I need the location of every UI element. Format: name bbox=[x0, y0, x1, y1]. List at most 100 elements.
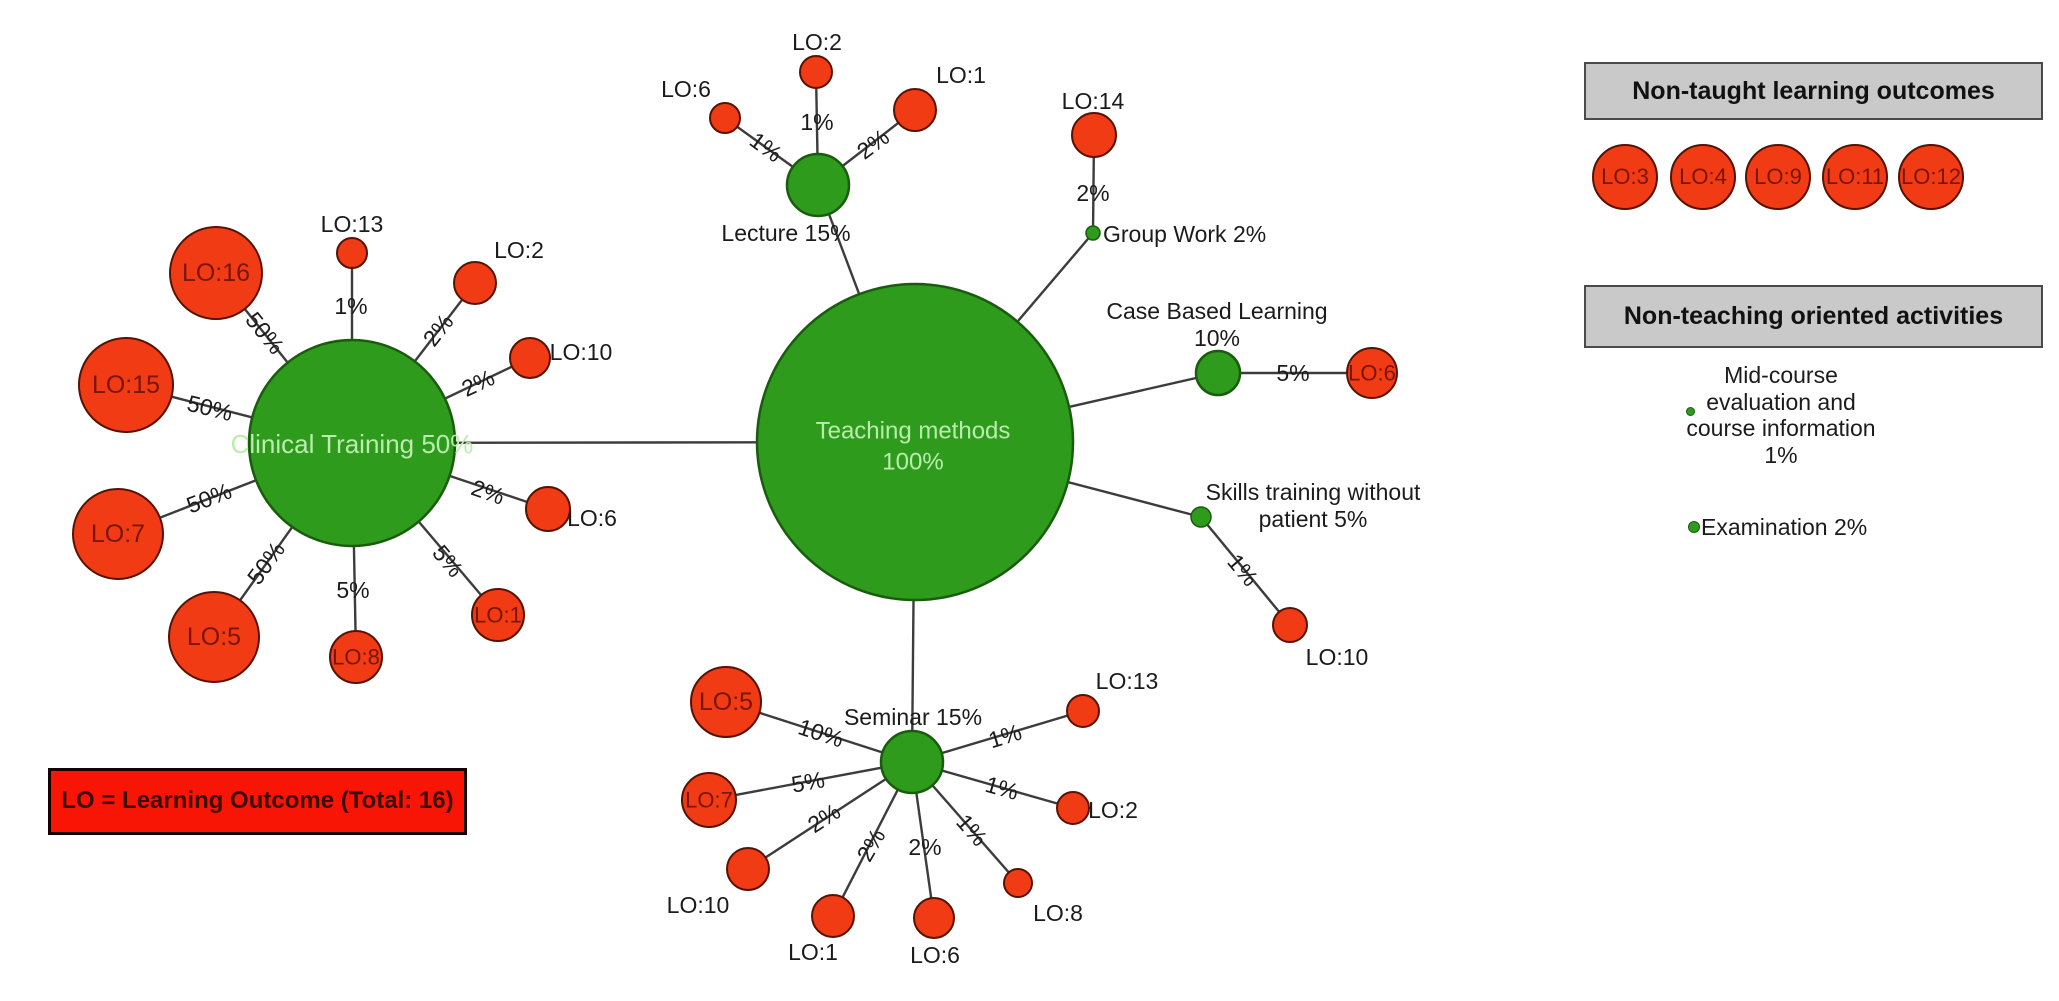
edge-percent-label-23: 1% bbox=[985, 719, 1024, 754]
edge-percent-label-16: 10% bbox=[795, 714, 847, 753]
non-taught-lo3-circle: LO:3 bbox=[1592, 144, 1658, 210]
edge-percent-label-13: 2% bbox=[1076, 180, 1109, 206]
method-label-case-based-learning-line1: 10% bbox=[1194, 325, 1240, 351]
edge-percent-label-14: 5% bbox=[1276, 360, 1309, 386]
lo-label-seminar-lo1: LO:1 bbox=[788, 939, 838, 965]
lo-label-clinical-lo7: LO:7 bbox=[91, 520, 145, 548]
non-teaching-activities-header: Non-teaching oriented activities bbox=[1584, 285, 2043, 348]
method-node-group-work bbox=[1085, 225, 1101, 241]
examination-label: Examination 2% bbox=[1701, 514, 1868, 540]
lo-label-lecture-lo6: LO:6 bbox=[661, 76, 711, 102]
lo-node-clinical-lo8 bbox=[329, 630, 383, 684]
method-label-group-work: Group Work 2% bbox=[1103, 221, 1266, 247]
edge-line-17 bbox=[708, 760, 913, 802]
method-label-skills-training-line0: Skills training without bbox=[1206, 479, 1421, 505]
lo-node-lecture-lo6 bbox=[709, 102, 741, 134]
method-label-clinical: Clinical Training 50% bbox=[231, 429, 474, 459]
lo-node-clinical-lo2 bbox=[453, 261, 497, 305]
lo-node-seminar-lo7 bbox=[681, 772, 737, 828]
edge-percent-label-10: 1% bbox=[745, 127, 787, 168]
lo-node-skills-lo10 bbox=[1272, 607, 1308, 643]
lo-node-seminar-lo8 bbox=[1003, 868, 1033, 898]
method-node-clinical bbox=[247, 338, 457, 548]
lo-label-clinical-lo5: LO:5 bbox=[187, 623, 241, 651]
lo-node-clinical-lo16 bbox=[169, 226, 263, 320]
lo-label-seminar-lo5: LO:5 bbox=[699, 688, 753, 716]
edge-percent-label-18: 2% bbox=[803, 798, 845, 838]
method-node-teaching bbox=[755, 282, 1075, 602]
method-label-skills-training-line1: patient 5% bbox=[1259, 506, 1368, 532]
lo-label-seminar-lo13: LO:13 bbox=[1096, 668, 1159, 694]
method-label-case-based-learning-line0: Case Based Learning bbox=[1106, 298, 1327, 324]
lo-node-clinical-lo5 bbox=[168, 591, 260, 683]
lo-label-groupwork-lo14: LO:14 bbox=[1062, 88, 1125, 114]
edge-percent-label-3: 50% bbox=[185, 390, 236, 426]
edge-percent-label-17: 5% bbox=[789, 766, 826, 797]
edge-percent-label-9: 5% bbox=[427, 540, 468, 582]
lo-node-lecture-lo1 bbox=[893, 88, 937, 132]
edge-percent-label-11: 1% bbox=[800, 109, 833, 135]
method-label-teaching-line0: Teaching methods bbox=[816, 418, 1011, 445]
lo-node-clinical-lo15 bbox=[78, 337, 174, 433]
edge-percent-label-7: 50% bbox=[242, 537, 290, 590]
edge-percent-label-1: 1% bbox=[334, 293, 367, 319]
edge-percent-label-19: 2% bbox=[851, 824, 890, 866]
non-taught-lo4-circle: LO:4 bbox=[1670, 144, 1736, 210]
lo-node-seminar-lo10 bbox=[726, 847, 770, 891]
lo-node-clinical-lo1 bbox=[471, 588, 525, 642]
method-label-teaching-line1: 100% bbox=[882, 449, 943, 476]
lo-label-clinical-lo13: LO:13 bbox=[321, 211, 384, 237]
lo-node-clinical-lo7 bbox=[72, 488, 164, 580]
edge-percent-label-20: 2% bbox=[908, 834, 941, 860]
lo-node-seminar-lo5 bbox=[690, 666, 762, 738]
edge-percent-label-6: 2% bbox=[468, 474, 508, 509]
edge-line-15 bbox=[1200, 516, 1291, 626]
edge-percent-label-22: 1% bbox=[982, 771, 1021, 805]
method-node-case-based-learning bbox=[1194, 349, 1242, 397]
lo-label-clinical-lo16: LO:16 bbox=[182, 259, 250, 287]
lo-label-lecture-lo2: LO:2 bbox=[792, 29, 842, 55]
lo-node-lecture-lo2 bbox=[799, 55, 833, 89]
lo-node-groupwork-lo14 bbox=[1071, 112, 1117, 158]
lo-node-clinical-lo10 bbox=[509, 337, 551, 379]
lo-label-clinical-lo8: LO:8 bbox=[332, 645, 380, 670]
examination-dot-icon bbox=[1688, 521, 1700, 533]
edge-percent-label-0: 50% bbox=[240, 307, 289, 359]
lo-label-clinical-lo1: LO:1 bbox=[474, 603, 522, 628]
edge-percent-label-5: 50% bbox=[183, 478, 235, 519]
mid-course-dot-icon bbox=[1686, 407, 1695, 416]
method-node-skills-training bbox=[1190, 506, 1212, 528]
method-node-lecture bbox=[785, 152, 851, 218]
non-taught-lo12-circle: LO:12 bbox=[1898, 144, 1964, 210]
lo-label-skills-lo10: LO:10 bbox=[1306, 644, 1369, 670]
lo-node-cbl-lo6 bbox=[1346, 347, 1398, 399]
lo-label-clinical-lo6: LO:6 bbox=[567, 505, 617, 531]
lo-node-seminar-lo6 bbox=[913, 897, 955, 939]
lo-label-seminar-lo6: LO:6 bbox=[910, 942, 960, 968]
edge-percent-label-4: 2% bbox=[457, 364, 498, 402]
lo-label-seminar-lo8: LO:8 bbox=[1033, 900, 1083, 926]
lo-label-clinical-lo10: LO:10 bbox=[550, 339, 613, 365]
lo-node-seminar-lo1 bbox=[811, 894, 855, 938]
lo-node-clinical-lo6 bbox=[525, 486, 571, 532]
lo-node-seminar-lo13 bbox=[1066, 694, 1100, 728]
lo-label-seminar-lo7: LO:7 bbox=[685, 788, 733, 813]
lo-legend-box: LO = Learning Outcome (Total: 16) bbox=[48, 768, 467, 835]
edge-percent-label-2: 2% bbox=[418, 309, 459, 351]
edge-percent-label-8: 5% bbox=[336, 577, 369, 603]
lo-node-seminar-lo2 bbox=[1056, 791, 1090, 825]
lo-label-clinical-lo2: LO:2 bbox=[494, 237, 544, 263]
method-label-lecture: Lecture 15% bbox=[721, 220, 850, 246]
non-taught-lo11-circle: LO:11 bbox=[1822, 144, 1888, 210]
mid-course-evaluation-label: Mid-course evaluation and course informa… bbox=[1686, 362, 1876, 468]
lo-label-seminar-lo10: LO:10 bbox=[667, 892, 730, 918]
lo-node-clinical-lo13 bbox=[336, 237, 368, 269]
lo-label-lecture-lo1: LO:1 bbox=[936, 62, 986, 88]
lo-label-clinical-lo15: LO:15 bbox=[92, 371, 160, 399]
method-label-seminar: Seminar 15% bbox=[844, 704, 982, 730]
non-taught-outcomes-header: Non-taught learning outcomes bbox=[1584, 62, 2043, 120]
lo-label-seminar-lo2: LO:2 bbox=[1088, 797, 1138, 823]
edge-line-18 bbox=[747, 760, 913, 871]
